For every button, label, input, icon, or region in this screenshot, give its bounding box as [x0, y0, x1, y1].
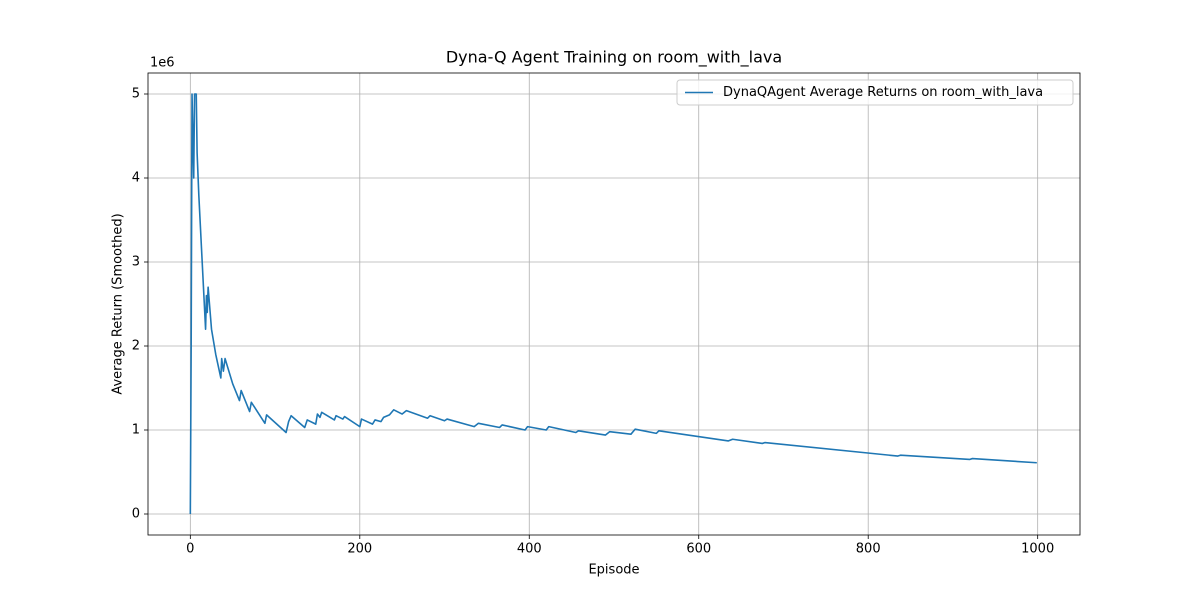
y-tick-label: 1 [132, 423, 140, 438]
x-axis-label: Episode [588, 563, 639, 578]
legend-box [676, 79, 1074, 106]
y-tick-label: 4 [132, 171, 140, 186]
data-line [189, 93, 1037, 515]
y-axis-label: Average Return (Smoothed) [111, 213, 126, 394]
y-axis-offset: 1e6 [150, 56, 175, 71]
y-tick-label: 5 [132, 87, 140, 102]
x-tick-label: 0 [186, 542, 194, 557]
legend-label: DynaQAgent Average Returns on room_with_… [723, 85, 1043, 100]
x-tick-label: 400 [517, 542, 542, 557]
y-tick-label: 3 [132, 255, 140, 270]
x-tick-label: 600 [686, 542, 711, 557]
x-tick-label: 1000 [1021, 542, 1054, 557]
y-tick-label: 2 [132, 339, 140, 354]
x-tick-label: 200 [347, 542, 372, 557]
chart-title: Dyna-Q Agent Training on room_with_lava [446, 48, 782, 68]
x-tick-label: 800 [856, 542, 881, 557]
plot-frame [147, 72, 1081, 536]
y-tick-label: 0 [132, 507, 140, 522]
